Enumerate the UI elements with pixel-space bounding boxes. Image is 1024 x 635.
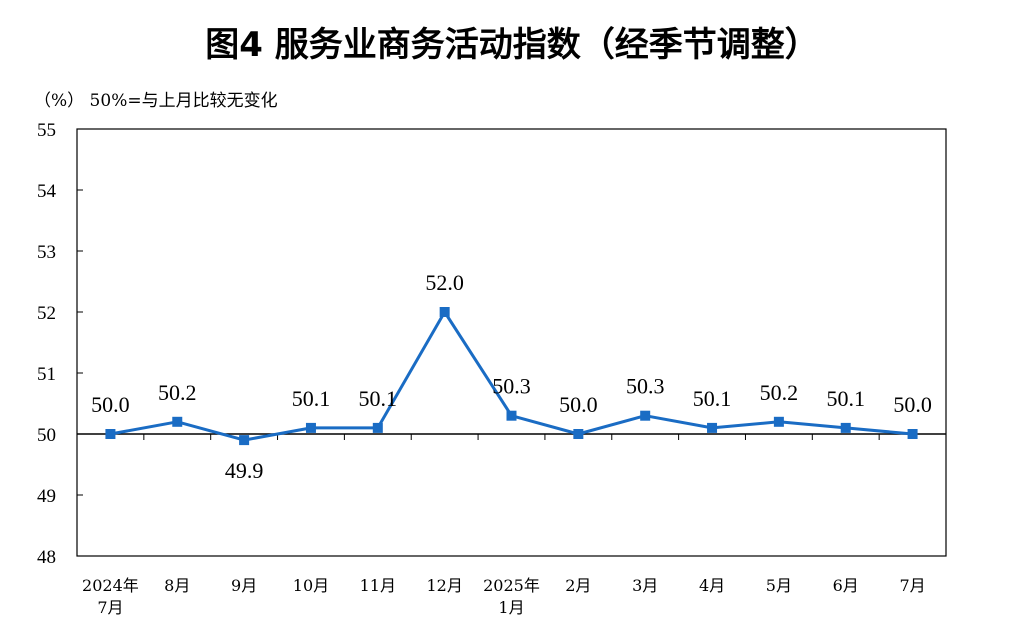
data-label: 50.1 xyxy=(359,386,398,411)
data-point xyxy=(305,422,316,433)
data-label: 50.3 xyxy=(626,374,665,399)
x-tick-label: 2025年 xyxy=(483,576,540,595)
x-tick-label: 11月 xyxy=(360,576,396,595)
y-axis: 48 49 50 51 52 53 54 55 xyxy=(37,120,83,568)
data-point xyxy=(372,422,383,433)
data-label: 50.0 xyxy=(893,392,932,417)
data-label: 50.0 xyxy=(559,392,598,417)
x-tick-label: 6月 xyxy=(833,576,859,595)
data-label: 50.2 xyxy=(760,380,799,405)
data-point xyxy=(172,416,183,427)
data-labels: 50.0 50.2 49.9 50.1 50.1 52.0 50.3 50.0 50.3 50.1… xyxy=(91,270,932,483)
data-point xyxy=(707,422,718,433)
x-tick-label: 7月 xyxy=(97,598,123,617)
data-label: 52.0 xyxy=(425,270,464,295)
x-tick-label: 5月 xyxy=(766,576,792,595)
data-label: 50.1 xyxy=(693,386,732,411)
data-label: 50.1 xyxy=(826,386,865,411)
data-point xyxy=(105,429,116,439)
y-tick-label: 49 xyxy=(37,486,56,507)
x-tick-label: 2024年 xyxy=(82,576,139,595)
x-tick-label: 1月 xyxy=(498,598,524,617)
x-tick-label: 2月 xyxy=(565,576,591,595)
data-label: 50.0 xyxy=(91,392,130,417)
y-tick-label: 53 xyxy=(37,242,56,263)
x-tick-label: 4月 xyxy=(699,576,725,595)
data-label: 50.1 xyxy=(292,386,331,411)
data-point xyxy=(239,435,250,446)
x-axis: 2024年 7月 8月 9月 10月 11月 12月 2025年 1月 2月 3月 4月 5月 6月 7月 xyxy=(82,434,926,617)
unit-note: （%） 50%=与上月比较无变化 xyxy=(34,91,278,111)
chart-title: 图4 服务业商务活动指数（经季节调整） xyxy=(205,25,819,65)
data-point xyxy=(840,422,851,433)
x-tick-label: 9月 xyxy=(231,576,257,595)
x-tick-label: 10月 xyxy=(293,576,329,595)
x-tick-label: 7月 xyxy=(899,576,925,595)
y-tick-label: 50 xyxy=(37,425,56,446)
data-label: 50.2 xyxy=(158,380,197,405)
data-point xyxy=(506,410,517,421)
data-point xyxy=(907,429,918,439)
data-markers xyxy=(105,307,918,446)
data-point xyxy=(439,307,450,317)
x-tick-label: 3月 xyxy=(632,576,658,595)
y-tick-label: 48 xyxy=(37,547,56,568)
data-point xyxy=(573,429,584,439)
plot-frame xyxy=(76,128,947,557)
x-tick-label: 12月 xyxy=(426,576,462,595)
y-tick-label: 51 xyxy=(37,364,56,385)
data-point xyxy=(773,416,784,427)
data-label: 49.9 xyxy=(225,458,264,483)
x-tick-label: 8月 xyxy=(164,576,190,595)
data-point xyxy=(640,410,651,421)
y-tick-label: 55 xyxy=(37,120,56,141)
data-label: 50.3 xyxy=(492,374,531,399)
y-tick-label: 52 xyxy=(37,303,56,324)
y-tick-label: 54 xyxy=(37,181,57,202)
